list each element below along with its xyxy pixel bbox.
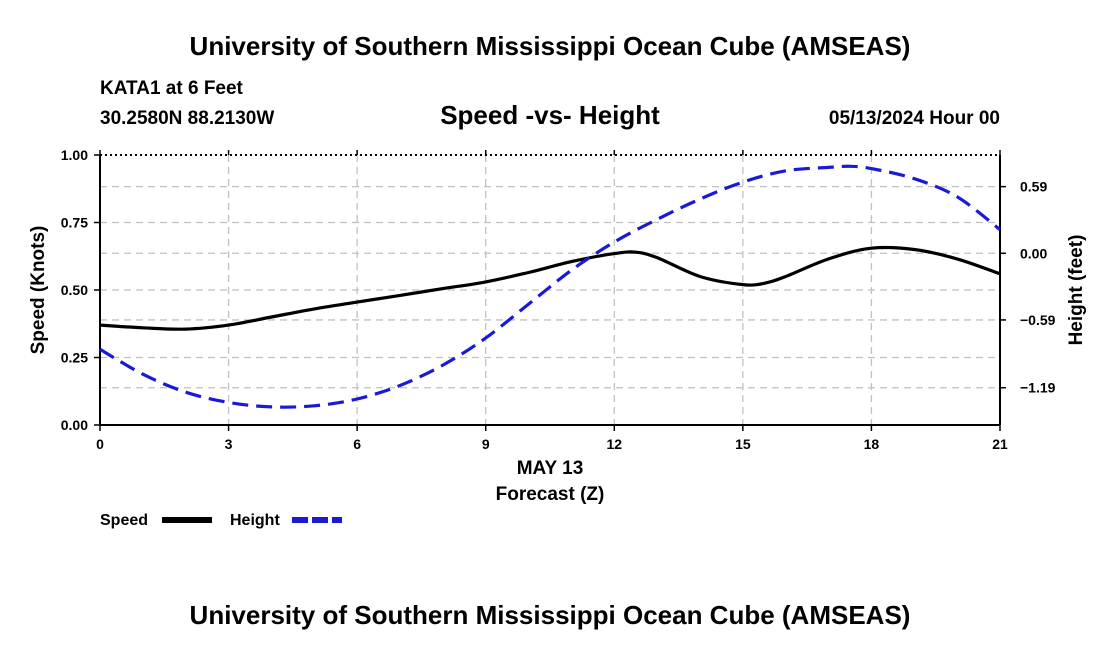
- y-right-tick-label: 0.00: [1020, 245, 1047, 261]
- y-right-tick-label: 0.59: [1020, 179, 1047, 195]
- chart-main-title: University of Southern Mississippi Ocean…: [190, 31, 911, 61]
- x-tick-label: 15: [735, 436, 751, 452]
- x-axis-title: Forecast (Z): [496, 484, 605, 505]
- x-tick-label: 0: [96, 436, 104, 452]
- legend-speed-label: Speed: [100, 512, 148, 529]
- y-right-tick-label: −0.59: [1020, 312, 1056, 328]
- y-axis-left-title: Speed (Knots): [28, 226, 49, 355]
- datetime-label: 05/13/2024 Hour 00: [829, 108, 1000, 129]
- plot-frame: [99, 154, 1001, 426]
- y-left-tick-label: 1.00: [61, 147, 88, 163]
- y-left-tick-label: 0.50: [61, 282, 88, 298]
- x-tick-label: 9: [482, 436, 490, 452]
- footer-title: University of Southern Mississippi Ocean…: [190, 600, 911, 630]
- y-left-tick-label: 0.00: [61, 417, 88, 433]
- x-tick-label: 21: [992, 436, 1008, 452]
- speed-series-line: [99, 245, 1001, 331]
- x-tick-label: 18: [864, 436, 880, 452]
- x-tick-label: 3: [225, 436, 233, 452]
- x-tick-label: 12: [606, 436, 622, 452]
- tick-marks: 0 3 6 9 12 15 18 21 0.00 0.25 0.50 0.75 1.00 −1.19 −0.…: [61, 147, 1056, 452]
- x-axis-date-label: MAY 13: [517, 458, 584, 479]
- legend-height-label: Height: [230, 512, 280, 529]
- chart-title: Speed -vs- Height: [440, 100, 660, 130]
- y-left-tick-label: 0.75: [61, 215, 88, 231]
- series-layer: [99, 164, 1001, 409]
- height-series-line: [99, 164, 1001, 409]
- coordinates-label: 30.2580N 88.2130W: [100, 108, 274, 129]
- legend: Speed Height: [100, 512, 342, 529]
- y-left-tick-label: 0.25: [61, 350, 88, 366]
- x-tick-label: 6: [353, 436, 361, 452]
- grid: [100, 155, 1000, 425]
- station-label: KATA1 at 6 Feet: [100, 78, 244, 99]
- y-axis-right-title: Height (feet): [1066, 235, 1087, 346]
- y-right-tick-label: −1.19: [1020, 380, 1056, 396]
